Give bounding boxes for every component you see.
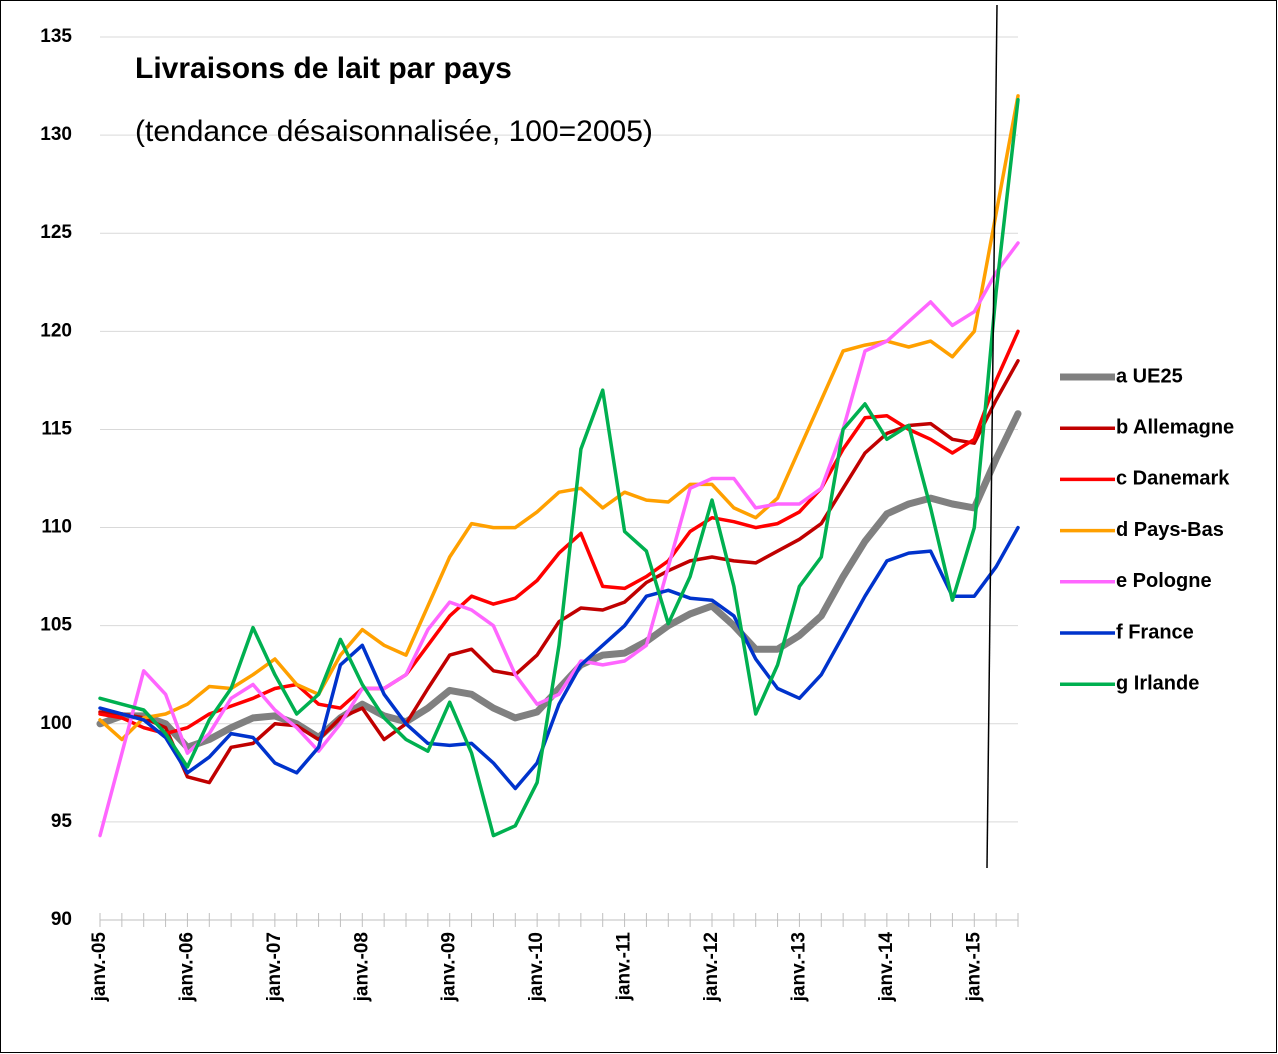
y-tick-label: 90 <box>51 909 72 930</box>
legend-label: g Irlande <box>1116 672 1199 694</box>
series-line <box>98 525 1020 791</box>
x-tick-label: janv.-05 <box>89 932 110 1003</box>
y-tick-label: 135 <box>40 26 72 47</box>
chart-subtitle: (tendance désaisonnalisée, 100=2005) <box>135 115 653 148</box>
y-tick-label: 95 <box>51 811 73 832</box>
legend-label: d Pays-Bas <box>1116 519 1224 541</box>
grid <box>99 36 1019 927</box>
series-line <box>96 410 1022 751</box>
legend-label: e Pologne <box>1116 570 1212 592</box>
chart-title: Livraisons de lait par pays <box>135 52 512 85</box>
series-line <box>98 241 1020 838</box>
series-line <box>98 329 1020 736</box>
x-tick-label: janv.-13 <box>788 932 809 1002</box>
x-tick-label: janv.-07 <box>264 932 285 1002</box>
x-tick-label: janv.-11 <box>614 932 635 1002</box>
x-tick-label: janv.-09 <box>439 932 460 1002</box>
x-tick-label: janv.-12 <box>701 932 722 1002</box>
x-tick-label: janv.-06 <box>176 932 197 1002</box>
y-tick-label: 130 <box>40 124 72 145</box>
series-line <box>98 94 1020 742</box>
legend-label: a UE25 <box>1116 365 1183 387</box>
y-tick-label: 120 <box>40 320 72 341</box>
x-tick-label: janv.-08 <box>351 932 372 1002</box>
x-tick-label: janv.-14 <box>876 932 897 1003</box>
y-tick-label: 125 <box>40 222 72 243</box>
y-tick-label: 115 <box>41 418 72 439</box>
annotation-line <box>986 4 998 869</box>
legend-label: b Allemagne <box>1116 416 1234 438</box>
x-tick-label: janv.-10 <box>526 932 547 1002</box>
y-tick-label: 110 <box>41 517 72 538</box>
x-tick-label: janv.-15 <box>963 932 984 1003</box>
series-line <box>98 98 1020 838</box>
legend-label: c Danemark <box>1116 468 1230 490</box>
y-tick-label: 105 <box>40 615 72 636</box>
y-tick-label: 100 <box>40 713 72 734</box>
lines <box>96 94 1022 838</box>
legend-label: f France <box>1116 621 1194 643</box>
series-line <box>98 359 1020 785</box>
